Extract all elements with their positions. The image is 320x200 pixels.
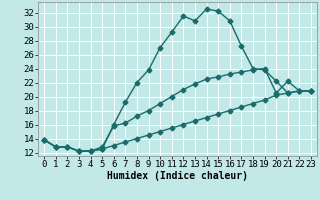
X-axis label: Humidex (Indice chaleur): Humidex (Indice chaleur) xyxy=(107,171,248,181)
